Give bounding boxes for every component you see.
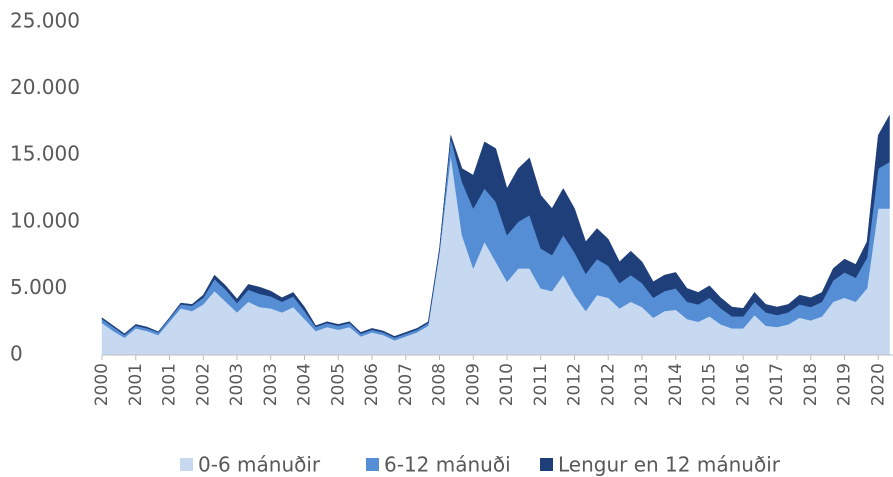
y-tick-label: 5.000 <box>10 275 67 299</box>
x-tick-label: 2003 <box>261 363 281 406</box>
x-tick-label: 2006 <box>362 363 382 406</box>
x-tick-label: 2012 <box>565 363 585 406</box>
x-tick-label: 2015 <box>700 363 720 406</box>
x-tick-label: 2012 <box>598 363 618 406</box>
x-tick-label: 2019 <box>835 363 855 406</box>
x-tick-label: 2020 <box>868 363 888 406</box>
x-tick-label: 2013 <box>632 363 652 406</box>
x-tick-label: 2009 <box>463 363 483 406</box>
legend-swatch <box>180 458 193 471</box>
x-tick-label: 2000 <box>92 363 112 406</box>
legend-label: 6-12 mánuði <box>384 453 511 477</box>
x-tick-label: 2005 <box>328 363 348 406</box>
y-tick-label: 20.000 <box>10 75 80 99</box>
x-tick-label: 2011 <box>531 363 551 406</box>
legend-label: 0-6 mánuðir <box>198 453 321 477</box>
x-tick-label: 2016 <box>733 363 753 406</box>
area <box>101 114 890 338</box>
x-tick-label: 2002 <box>193 363 213 406</box>
x-tick-label: 2003 <box>227 363 247 406</box>
x-tick-label: 2008 <box>430 363 450 406</box>
x-tick-label: 2001 <box>126 363 146 406</box>
y-tick-label: 0 <box>10 342 23 366</box>
x-tick-label: 2014 <box>666 363 686 406</box>
x-tick-label: 2017 <box>767 363 787 406</box>
x-tick-label: 2004 <box>295 363 315 406</box>
legend-swatch <box>366 458 379 471</box>
y-tick-label: 25.000 <box>10 9 80 33</box>
legend-label: Lengur en 12 mánuðir <box>558 453 781 477</box>
y-tick-label: 15.000 <box>10 142 80 166</box>
x-tick-label: 2018 <box>801 363 821 406</box>
x-tick-label: 2007 <box>396 363 416 406</box>
x-tick-label: 2001 <box>160 363 180 406</box>
y-tick-label: 10.000 <box>10 208 80 232</box>
x-tick-label: 2010 <box>497 363 517 406</box>
legend-swatch <box>540 458 553 471</box>
